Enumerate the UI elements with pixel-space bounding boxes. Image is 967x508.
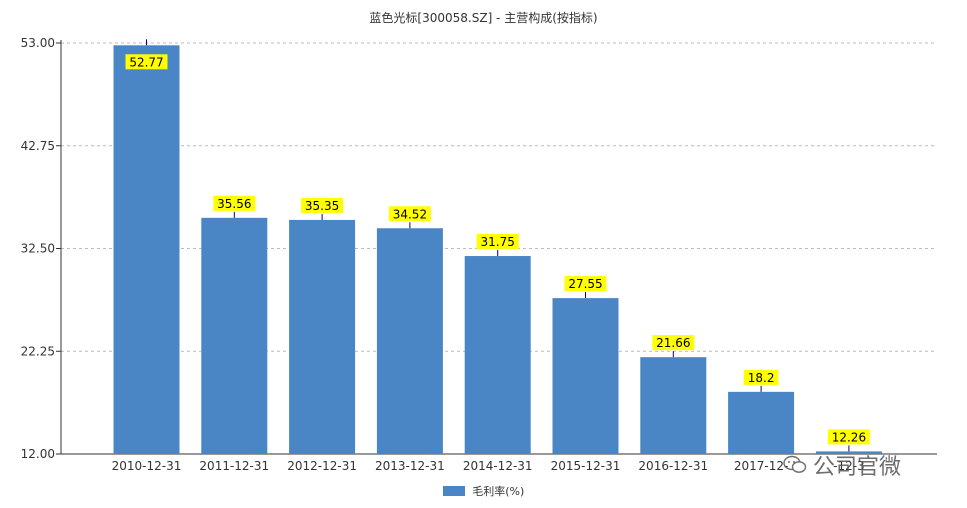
y-tick-label: 22.25: [21, 344, 55, 358]
chart-title: 蓝色光标[300058.SZ] - 主营构成(按指标): [369, 11, 598, 25]
x-tick-label: 2013-12-31: [375, 459, 445, 473]
bar: [728, 391, 795, 454]
data-label-bg: [827, 429, 870, 445]
data-label: 52.77: [129, 55, 163, 69]
data-label: 12.26: [832, 430, 866, 444]
y-tick-label: 32.50: [21, 242, 55, 256]
data-label: 35.56: [217, 197, 251, 211]
data-label: 34.52: [393, 207, 427, 221]
data-label-bg: [476, 234, 519, 250]
data-label-bg: [652, 335, 695, 351]
data-label: 27.55: [568, 277, 602, 291]
x-tick-label: 2011-12-31: [199, 459, 269, 473]
x-tick-label: 2012-12-31: [287, 459, 357, 473]
data-label: 18.2: [748, 371, 775, 385]
y-tick-label: 42.75: [21, 139, 55, 153]
data-label: 31.75: [481, 235, 515, 249]
legend-swatch: [442, 486, 465, 496]
data-label-bg: [388, 206, 431, 222]
x-tick-label: 2014-12-31: [463, 459, 533, 473]
x-tick-label: 2015-12-31: [551, 459, 621, 473]
x-tick-label: 2017-12-: [734, 459, 788, 473]
watermark: 公司官微: [783, 449, 901, 481]
data-label-bg: [743, 369, 779, 385]
data-label: 35.35: [305, 199, 339, 213]
legend[interactable]: 毛利率(%): [0, 483, 967, 499]
bar: [289, 219, 356, 454]
bar: [201, 217, 268, 454]
x-tick-label: 2016-12-31: [638, 459, 708, 473]
bar: [113, 45, 180, 455]
legend-label: 毛利率(%): [472, 485, 525, 498]
data-label-bg: [125, 54, 168, 70]
bar: [464, 256, 531, 454]
data-label-bg: [213, 195, 256, 211]
data-label-bg: [301, 197, 344, 213]
bar: [376, 228, 443, 454]
x-tick-label: 2010-12-31: [112, 459, 182, 473]
x-tick-label: -12-3: [833, 459, 865, 473]
watermark-text: 公司官微: [813, 455, 902, 480]
bar: [815, 451, 882, 454]
y-tick-label: 12.00: [21, 447, 55, 461]
bar: [552, 298, 619, 454]
wechat-icon: [783, 455, 807, 473]
data-label: 21.66: [656, 336, 690, 350]
data-label-bg: [564, 276, 607, 292]
bar: [640, 357, 707, 454]
y-tick-label: 53.00: [21, 36, 55, 50]
